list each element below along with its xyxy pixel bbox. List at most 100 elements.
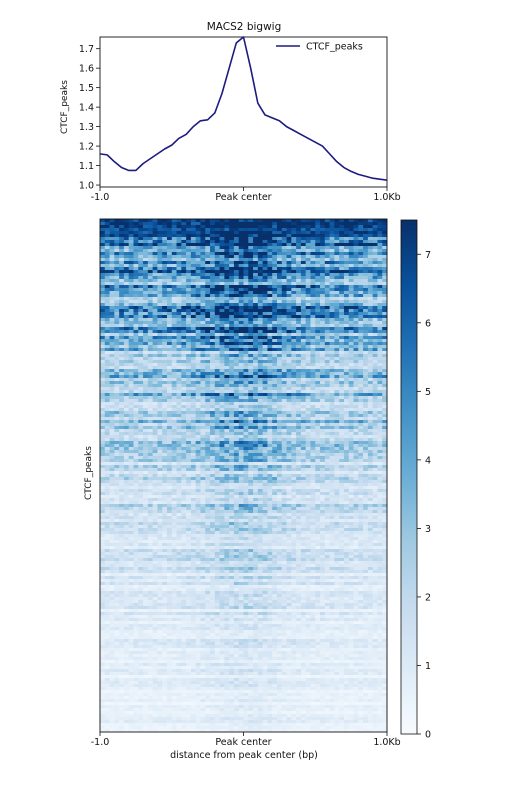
heatmap-cell xyxy=(229,351,235,355)
heatmap-cell xyxy=(210,240,216,244)
heatmap-cell xyxy=(157,390,163,394)
heatmap-cell xyxy=(171,300,177,304)
heatmap-cell xyxy=(143,420,149,424)
heatmap-cell xyxy=(348,276,354,280)
heatmap-cell xyxy=(210,255,216,259)
heatmap-cell xyxy=(363,222,369,226)
heatmap-cell xyxy=(157,327,163,331)
heatmap-cell xyxy=(128,291,134,295)
heatmap-cell xyxy=(343,336,350,340)
heatmap-cell xyxy=(114,387,120,391)
heatmap-cell xyxy=(138,381,144,385)
heatmap-cell xyxy=(363,297,369,301)
heatmap-cell xyxy=(143,423,149,427)
heatmap-cell xyxy=(320,339,326,343)
heatmap-cell xyxy=(100,366,106,370)
heatmap-cell xyxy=(334,426,340,430)
heatmap-cell xyxy=(224,408,230,412)
heatmap-cell xyxy=(372,354,378,358)
heatmap-cell xyxy=(224,336,230,340)
heatmap-cell xyxy=(257,330,263,334)
heatmap-cell xyxy=(286,324,292,328)
heatmap-cell xyxy=(205,345,211,349)
heatmap-cell xyxy=(281,372,287,376)
heatmap-cell xyxy=(372,312,378,316)
heatmap-cell xyxy=(181,270,187,274)
heatmap-cell xyxy=(248,255,254,259)
heatmap-cell xyxy=(186,327,192,331)
heatmap-cell xyxy=(320,411,326,415)
heatmap-cell xyxy=(133,258,139,262)
heatmap-cell xyxy=(305,435,311,439)
heatmap-cell xyxy=(272,225,278,229)
heatmap-cell xyxy=(114,339,120,343)
heatmap-cell xyxy=(320,303,326,307)
heatmap-cell xyxy=(310,276,316,280)
heatmap-cell xyxy=(324,276,330,280)
heatmap-cell xyxy=(238,390,244,394)
heatmap-cell xyxy=(300,414,307,418)
heatmap-cell xyxy=(281,270,287,274)
heatmap-cell xyxy=(367,351,373,355)
heatmap-cell xyxy=(123,375,130,379)
heatmap-cell xyxy=(358,342,364,346)
heatmap-cell xyxy=(382,441,388,445)
heatmap-cell xyxy=(133,267,139,271)
heatmap-cell xyxy=(377,411,383,415)
heatmap-cell xyxy=(104,276,110,280)
heatmap-cell xyxy=(104,225,110,229)
heatmap-row xyxy=(100,282,388,286)
heatmap-cell xyxy=(296,345,302,349)
heatmap-cell xyxy=(363,243,369,247)
heatmap-cell xyxy=(224,399,230,403)
heatmap-cell xyxy=(320,231,326,235)
heatmap-cell xyxy=(267,339,273,343)
heatmap-cell xyxy=(162,231,168,235)
heatmap-cell xyxy=(190,390,197,394)
heatmap-cell xyxy=(109,429,115,433)
heatmap-cell xyxy=(324,234,330,238)
heatmap-cell xyxy=(343,237,350,241)
heatmap-cell xyxy=(358,336,364,340)
heatmap-cell xyxy=(128,321,134,325)
heatmap-cell xyxy=(334,414,340,418)
heatmap-cell xyxy=(229,381,235,385)
heatmap-cell xyxy=(195,405,201,409)
heatmap-cell xyxy=(262,402,268,406)
heatmap-cell xyxy=(305,234,311,238)
heatmap-cell xyxy=(291,363,297,367)
heatmap-cell xyxy=(133,279,139,283)
heatmap-cell xyxy=(157,423,163,427)
heatmap-cell xyxy=(334,222,340,226)
heatmap-cell xyxy=(248,288,254,292)
heatmap-cell xyxy=(315,300,321,304)
heatmap-cell xyxy=(262,282,268,286)
heatmap-cell xyxy=(343,429,350,433)
heatmap-row xyxy=(100,441,388,445)
heatmap-cell xyxy=(262,222,268,226)
heatmap-cell xyxy=(248,312,254,316)
heatmap-cell xyxy=(248,363,254,367)
heatmap-cell xyxy=(224,246,230,250)
heatmap-cell xyxy=(253,243,259,247)
heatmap-cell xyxy=(147,333,153,337)
heatmap-cell xyxy=(114,414,120,418)
heatmap-cell xyxy=(324,297,330,301)
heatmap-cell xyxy=(205,390,211,394)
heatmap-cell xyxy=(162,246,168,250)
heatmap-cell xyxy=(382,324,388,328)
heatmap-cell xyxy=(176,429,182,433)
heatmap-cell xyxy=(372,336,378,340)
heatmap-cell xyxy=(276,333,283,337)
heatmap-cell xyxy=(233,441,240,445)
heatmap-cell xyxy=(348,369,354,373)
heatmap-cell xyxy=(123,228,130,232)
heatmap-cell xyxy=(162,384,168,388)
heatmap-cell xyxy=(329,444,335,448)
heatmap-cell xyxy=(123,303,130,307)
heatmap-cell xyxy=(320,372,326,376)
heatmap-cell xyxy=(229,420,235,424)
heatmap-cell xyxy=(186,393,192,397)
heatmap-cell xyxy=(109,381,115,385)
heatmap-cell xyxy=(334,294,340,298)
